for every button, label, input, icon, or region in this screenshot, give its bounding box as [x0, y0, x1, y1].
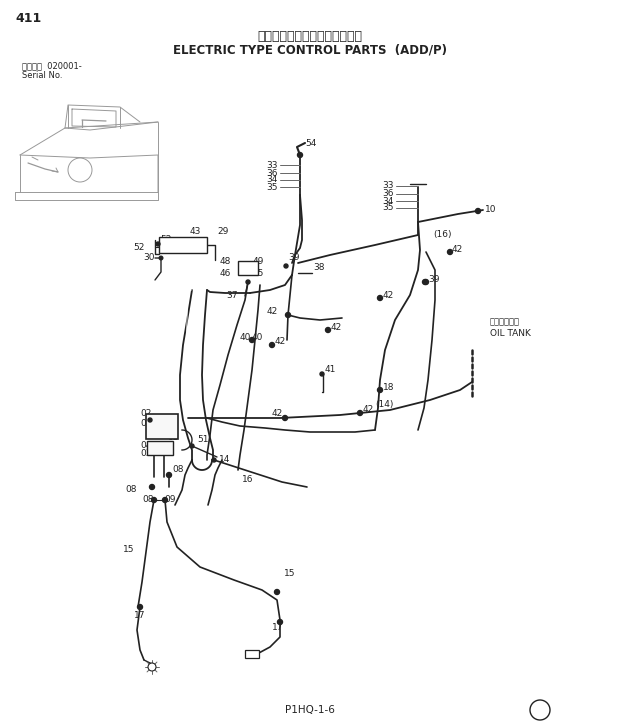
- Text: Serial No.: Serial No.: [22, 72, 63, 80]
- Text: 42: 42: [363, 405, 374, 415]
- Circle shape: [246, 280, 250, 284]
- Text: OIL TANK: OIL TANK: [490, 329, 531, 339]
- Circle shape: [190, 444, 194, 448]
- Text: 16: 16: [242, 476, 254, 484]
- Circle shape: [249, 337, 254, 342]
- Circle shape: [448, 250, 453, 255]
- Text: 43: 43: [190, 227, 202, 237]
- Text: 適用号機  020001-: 適用号機 020001-: [22, 62, 82, 70]
- Bar: [159, 237, 207, 253]
- Circle shape: [378, 387, 383, 392]
- Text: ③: ③: [535, 705, 545, 715]
- Text: 42: 42: [272, 408, 283, 418]
- Circle shape: [270, 342, 275, 348]
- Text: 03: 03: [140, 450, 151, 458]
- Circle shape: [284, 264, 288, 268]
- Circle shape: [162, 497, 167, 502]
- Text: 40: 40: [252, 332, 264, 342]
- Circle shape: [151, 497, 156, 502]
- Text: 33: 33: [383, 182, 394, 190]
- Text: 30: 30: [143, 253, 154, 263]
- Text: 35: 35: [383, 203, 394, 213]
- Text: 04: 04: [140, 442, 151, 450]
- Circle shape: [422, 279, 428, 285]
- Text: 54: 54: [305, 138, 316, 148]
- Text: 15: 15: [284, 570, 296, 578]
- Circle shape: [476, 209, 480, 214]
- Circle shape: [148, 418, 152, 422]
- Text: 08: 08: [125, 486, 137, 494]
- Text: 14: 14: [219, 455, 231, 465]
- Text: 411: 411: [15, 12, 42, 25]
- Text: 01: 01: [140, 419, 151, 429]
- Text: 10: 10: [485, 204, 497, 214]
- Text: 39: 39: [288, 253, 299, 263]
- Bar: [238, 261, 258, 275]
- Text: 36: 36: [267, 169, 278, 177]
- Text: オイルタンク: オイルタンク: [490, 318, 520, 327]
- Text: 41: 41: [325, 366, 337, 374]
- Text: 48: 48: [219, 256, 231, 266]
- Text: 29: 29: [217, 227, 228, 237]
- Circle shape: [138, 605, 143, 610]
- Text: 52: 52: [134, 243, 145, 251]
- Circle shape: [212, 458, 216, 462]
- Circle shape: [378, 295, 383, 300]
- Text: (16): (16): [433, 230, 451, 238]
- Text: 15: 15: [123, 545, 134, 555]
- Bar: [245, 650, 259, 658]
- Circle shape: [148, 663, 156, 671]
- Circle shape: [320, 372, 324, 376]
- Circle shape: [423, 279, 428, 285]
- Text: 42: 42: [383, 292, 394, 300]
- Text: 49: 49: [253, 256, 264, 266]
- Text: 08: 08: [172, 466, 184, 474]
- Text: 51: 51: [197, 436, 208, 445]
- Text: 42: 42: [331, 322, 342, 332]
- Text: 37: 37: [226, 292, 237, 300]
- Circle shape: [149, 484, 154, 489]
- Text: 46: 46: [219, 269, 231, 277]
- Circle shape: [298, 153, 303, 158]
- Circle shape: [275, 589, 280, 594]
- Text: 34: 34: [267, 175, 278, 185]
- Text: 42: 42: [275, 337, 286, 347]
- Text: 33: 33: [267, 161, 278, 169]
- Circle shape: [68, 158, 92, 182]
- Text: 02: 02: [140, 410, 151, 418]
- Circle shape: [156, 242, 160, 246]
- Circle shape: [285, 313, 291, 318]
- Bar: [146, 413, 178, 439]
- Text: 42: 42: [452, 245, 463, 255]
- Text: 43: 43: [173, 242, 184, 251]
- Text: 42: 42: [267, 308, 278, 316]
- Text: 36: 36: [383, 190, 394, 198]
- Circle shape: [358, 411, 363, 416]
- Text: 05: 05: [167, 432, 179, 442]
- Circle shape: [283, 416, 288, 421]
- Circle shape: [159, 256, 163, 260]
- Circle shape: [278, 620, 283, 625]
- Text: 39: 39: [428, 274, 440, 284]
- Text: 35: 35: [267, 182, 278, 192]
- Circle shape: [326, 327, 330, 332]
- Text: 09: 09: [164, 495, 175, 505]
- Text: 52: 52: [160, 235, 171, 245]
- Circle shape: [530, 700, 550, 720]
- Text: (14): (14): [375, 400, 393, 410]
- Bar: [147, 441, 173, 455]
- Text: 18: 18: [383, 382, 394, 392]
- Text: 17: 17: [134, 612, 146, 620]
- Text: ELECTRIC TYPE CONTROL PARTS  (ADD/P): ELECTRIC TYPE CONTROL PARTS (ADD/P): [173, 43, 447, 56]
- Text: P1HQ-1-6: P1HQ-1-6: [285, 705, 335, 715]
- Text: 電気式操作用品（ＡＤＤ／Ｐ）: 電気式操作用品（ＡＤＤ／Ｐ）: [257, 30, 363, 43]
- Text: 45: 45: [253, 269, 264, 277]
- Text: 40: 40: [240, 332, 251, 342]
- Text: 17: 17: [272, 623, 283, 631]
- Circle shape: [167, 473, 172, 478]
- Text: 34: 34: [383, 196, 394, 206]
- Text: 38: 38: [313, 264, 324, 272]
- Text: 08: 08: [143, 495, 154, 505]
